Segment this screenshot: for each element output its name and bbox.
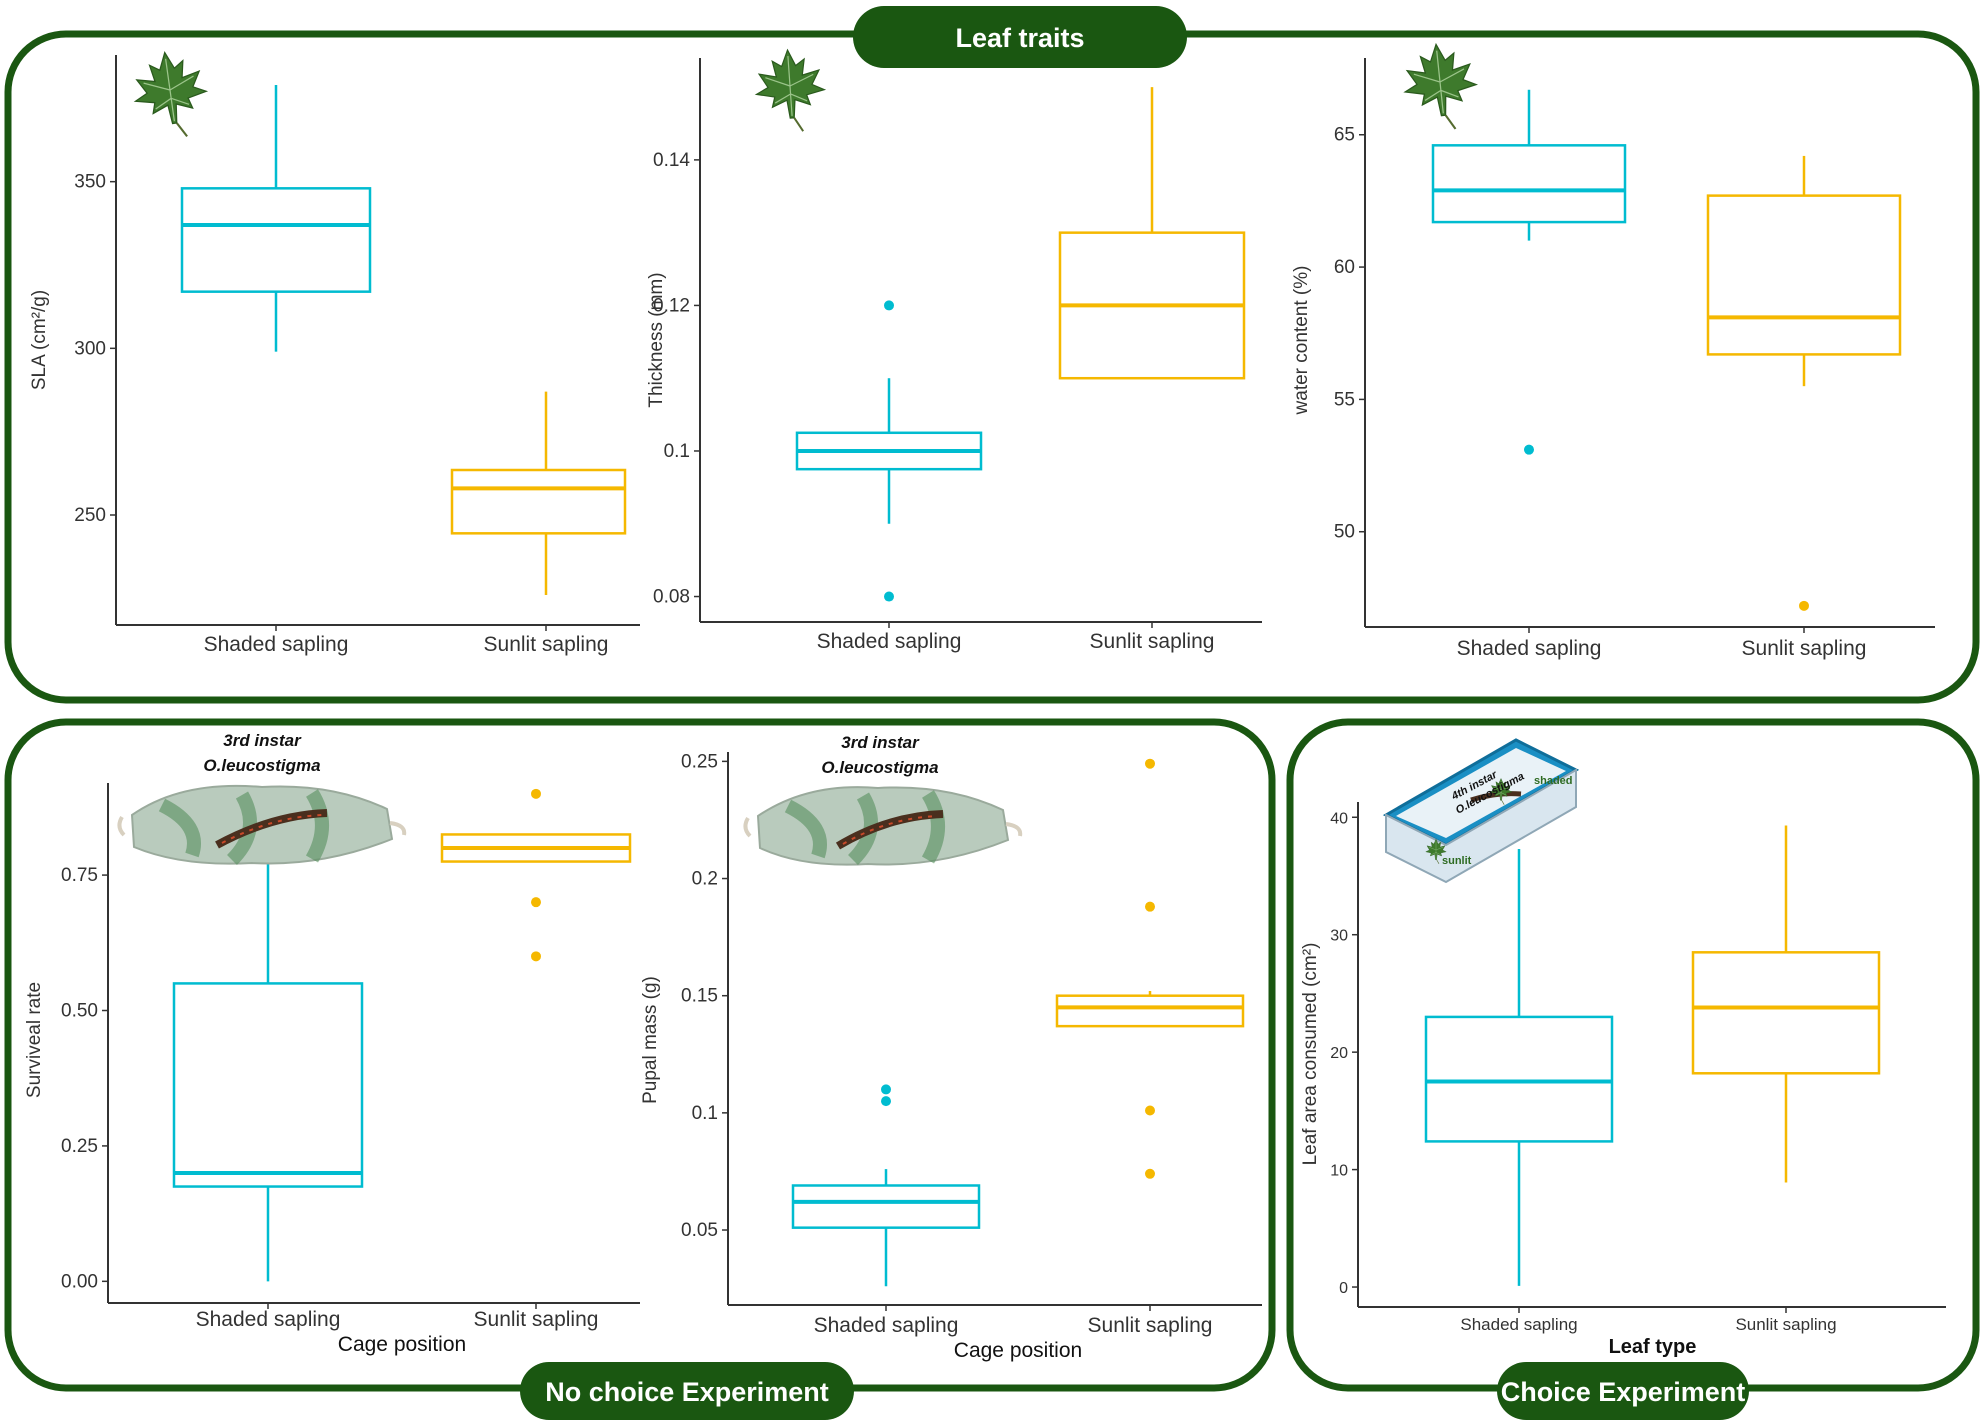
y-tick-label: 0.1 <box>692 1103 718 1124</box>
y-tick-label: 0.05 <box>681 1220 718 1241</box>
y-axis-label: SLA (cm²/g) <box>29 290 50 390</box>
sunlit-outlier <box>1145 758 1155 769</box>
pupal-mass-chart: 0.05 0.1 0.15 0.2 0.25 Shaded sapling Sunlit s… <box>640 751 1262 1362</box>
leaf-traits-title: Leaf traits <box>955 23 1084 53</box>
x-tick-label: Sunlit sapling <box>474 1308 599 1331</box>
x-axis-label: Cage position <box>338 1333 466 1356</box>
leaf-area-consumed-chart: 0 10 20 30 40 Shaded sapling Sunlit sapling Lea… <box>1300 802 1946 1358</box>
maple-leaf-icon <box>128 46 214 144</box>
x-tick-label: Shaded sapling <box>1460 1315 1577 1334</box>
x-tick-label: Shaded sapling <box>196 1308 341 1331</box>
shaded-box <box>172 982 364 1188</box>
y-axis-label: water content (%) <box>1291 266 1312 416</box>
shaded-outlier <box>881 1096 891 1107</box>
shaded-outlier <box>884 300 894 311</box>
x-tick-label: Shaded sapling <box>814 1314 959 1337</box>
shaded-box <box>180 187 372 293</box>
x-tick-label: Shaded sapling <box>204 633 349 656</box>
choice-title: Choice Experiment <box>1501 1377 1746 1407</box>
y-tick-label: 0.14 <box>653 150 690 171</box>
shaded-outlier <box>881 1084 891 1095</box>
y-tick-label: 300 <box>74 338 106 359</box>
sunlit-outlier <box>531 897 541 908</box>
shaded-outlier <box>1524 444 1534 455</box>
water-content-chart: 50 55 60 65 Shaded sapling Sunlit sapling wate… <box>1291 58 1935 660</box>
y-tick-label: 50 <box>1334 522 1355 543</box>
y-tick-label: 0.1 <box>664 441 690 462</box>
x-tick-label: Sunlit sapling <box>1090 630 1215 653</box>
y-tick-label: 60 <box>1334 257 1355 278</box>
choice-container-image: 4th instar O.leucostigma shaded sunlit <box>1382 738 1580 884</box>
y-tick-label: 0.25 <box>681 751 718 772</box>
y-tick-label: 30 <box>1330 928 1348 945</box>
y-axis-label: Surviveal rate <box>24 982 45 1098</box>
larva-a-label-line1: 3rd instar <box>223 731 302 750</box>
leaf-traits-pill: Leaf traits <box>853 6 1187 68</box>
no-choice-pill: No choice Experiment <box>520 1362 854 1420</box>
y-tick-label: 0 <box>1339 1280 1348 1297</box>
x-tick-label: Shaded sapling <box>1457 637 1602 660</box>
sunlit-outlier <box>1799 600 1809 611</box>
y-axis-label: Pupal mass (g) <box>640 976 661 1104</box>
x-axis-label: Cage position <box>954 1339 1082 1362</box>
sunlit-box <box>1706 194 1902 356</box>
y-tick-label: 65 <box>1334 125 1355 146</box>
y-tick-label: 20 <box>1330 1045 1348 1062</box>
sunlit-outlier <box>1145 1168 1155 1179</box>
y-tick-label: 0.75 <box>61 865 98 886</box>
larva-b-label-line1: 3rd instar <box>841 733 920 752</box>
sunlit-outlier <box>1145 901 1155 912</box>
shaded-box <box>1431 144 1627 224</box>
y-tick-label: 0.25 <box>61 1136 98 1157</box>
sla-chart: 250 300 350 Shaded sapling Sunlit sapling SLA… <box>29 55 640 656</box>
y-tick-label: 350 <box>74 172 106 193</box>
larva-a-label-line2: O.leucostigma <box>203 756 320 775</box>
x-tick-label: Sunlit sapling <box>1735 1315 1836 1334</box>
sunlit-box <box>1691 951 1881 1075</box>
y-tick-label: 0.12 <box>653 295 690 316</box>
sunlit-outlier <box>531 951 541 962</box>
y-tick-label: 250 <box>74 505 106 526</box>
sunlit-outlier <box>531 788 541 799</box>
sunlit-box <box>450 468 627 535</box>
y-tick-label: 0.08 <box>653 587 690 608</box>
y-axis-label: Thickness (mm) <box>646 272 667 407</box>
shaded-outlier <box>884 591 894 602</box>
x-tick-label: Sunlit sapling <box>484 633 609 656</box>
larva-bag-image <box>743 786 1023 866</box>
x-axis-label: Leaf type <box>1609 1336 1697 1358</box>
sunlit-outlier <box>1145 1105 1155 1116</box>
maple-leaf-icon <box>752 46 829 136</box>
y-tick-label: 10 <box>1330 1163 1348 1180</box>
larva-bag-image <box>117 784 407 865</box>
box-label-shaded: shaded <box>1534 775 1573 787</box>
y-tick-label: 55 <box>1334 389 1355 410</box>
choice-pill: Choice Experiment <box>1497 1362 1749 1420</box>
survival-rate-chart: 0.00 0.25 0.50 0.75 Shaded sapling Sunlit sap… <box>24 783 640 1356</box>
leaf-traits-frame <box>4 30 1980 704</box>
y-tick-label: 40 <box>1330 810 1348 827</box>
x-tick-label: Sunlit sapling <box>1088 1314 1213 1337</box>
x-tick-label: Shaded sapling <box>817 630 962 653</box>
thickness-chart: 0.08 0.1 0.12 0.14 Shaded sapling Sunlit sapl… <box>646 58 1262 653</box>
y-tick-label: 0.15 <box>681 986 718 1007</box>
box-label-sunlit: sunlit <box>1442 855 1472 867</box>
larva-b-label-line2: O.leucostigma <box>821 758 938 777</box>
shaded-box <box>1424 1015 1614 1143</box>
y-tick-label: 0.50 <box>61 1001 98 1022</box>
y-tick-label: 0.2 <box>692 869 718 890</box>
y-tick-label: 0.00 <box>61 1271 98 1292</box>
y-axis-label: Leaf area consumed (cm²) <box>1300 943 1321 1166</box>
x-tick-label: Sunlit sapling <box>1742 637 1867 660</box>
sunlit-box <box>1055 994 1245 1028</box>
no-choice-title: No choice Experiment <box>545 1377 829 1407</box>
maple-leaf-icon <box>1399 39 1482 135</box>
shaded-box <box>791 1184 981 1229</box>
